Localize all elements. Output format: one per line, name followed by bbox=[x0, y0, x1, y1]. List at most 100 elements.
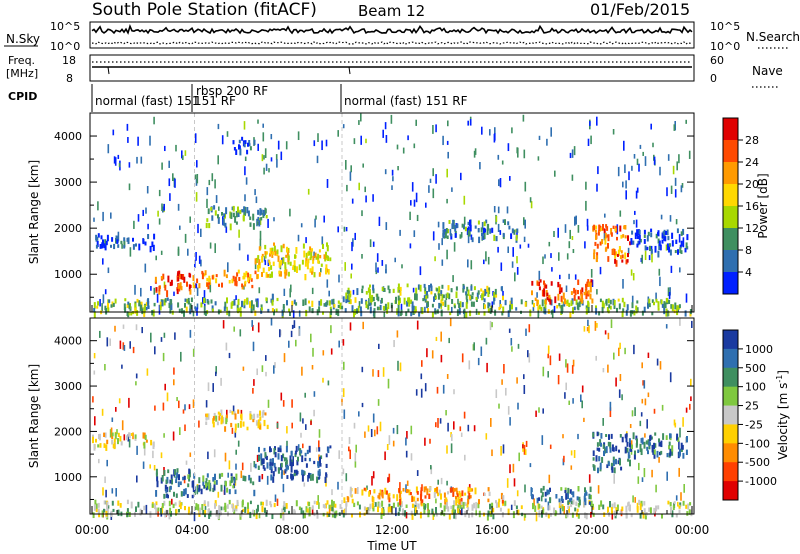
echo-cell-6 bbox=[244, 140, 247, 145]
scatter-cell bbox=[656, 358, 659, 366]
scatter-cell bbox=[345, 503, 347, 513]
echo-cell-9 bbox=[557, 293, 560, 301]
scatter-cell bbox=[157, 210, 159, 217]
echo-cell-4 bbox=[316, 476, 319, 484]
echo-cell-6 bbox=[420, 487, 423, 491]
echo-cell-0 bbox=[189, 308, 192, 315]
echo-cell-0 bbox=[328, 300, 331, 306]
echo-cell-6 bbox=[253, 139, 256, 146]
echo-cell-9 bbox=[541, 289, 544, 297]
echo-cell-0 bbox=[211, 308, 214, 313]
echo-cell-3 bbox=[221, 472, 224, 477]
echo-cell-0 bbox=[136, 310, 139, 316]
scatter-cell bbox=[113, 156, 116, 164]
x-tick-label: 00:00 bbox=[75, 523, 110, 537]
scatter-cell bbox=[274, 362, 276, 369]
echo-cell-2 bbox=[171, 478, 173, 485]
scatter-cell bbox=[672, 165, 675, 175]
echo-cell-11 bbox=[643, 229, 646, 235]
colorbar-block bbox=[723, 250, 738, 273]
echo-cell-0 bbox=[638, 499, 641, 506]
echo-cell-0 bbox=[585, 513, 588, 520]
echo-cell-9 bbox=[681, 444, 684, 450]
echo-cell-3 bbox=[244, 273, 247, 278]
echo-cell-0 bbox=[674, 302, 677, 310]
scatter-cell bbox=[209, 242, 212, 249]
scatter-cell bbox=[102, 487, 104, 496]
echo-cell-6 bbox=[408, 489, 411, 496]
scatter-cell bbox=[597, 485, 600, 494]
scatter-cell bbox=[562, 434, 564, 439]
echo-cell-3 bbox=[244, 281, 247, 287]
scatter-cell bbox=[483, 259, 485, 265]
echo-cell-2 bbox=[164, 284, 167, 291]
echo-cell-8 bbox=[448, 220, 451, 224]
echo-cell-11 bbox=[684, 247, 687, 253]
scatter-cell bbox=[581, 385, 584, 393]
echo-cell-0 bbox=[334, 503, 337, 508]
echo-cell-0 bbox=[403, 297, 406, 305]
scatter-cell bbox=[405, 512, 408, 519]
power-marks bbox=[93, 113, 692, 320]
echo-cell-0 bbox=[322, 504, 325, 508]
echo-cell-0 bbox=[643, 508, 646, 515]
scatter-cell bbox=[491, 322, 493, 328]
x-axis-label: Time UT bbox=[366, 539, 417, 553]
scatter-cell bbox=[289, 208, 291, 217]
echo-cell-2 bbox=[176, 468, 179, 473]
echo-cell-6 bbox=[246, 149, 249, 155]
echo-cell-0 bbox=[139, 508, 142, 516]
echo-cell-0 bbox=[492, 513, 495, 520]
echo-cell-0 bbox=[217, 513, 220, 520]
echo-cell-4 bbox=[289, 261, 292, 266]
scatter-cell bbox=[571, 236, 574, 241]
echo-cell-0 bbox=[106, 501, 109, 507]
scatter-cell bbox=[449, 318, 452, 327]
scatter-cell bbox=[669, 372, 672, 383]
echo-cell-0 bbox=[378, 306, 381, 311]
echo-cell-0 bbox=[141, 307, 144, 315]
scatter-cell bbox=[256, 368, 258, 376]
scatter-cell bbox=[495, 215, 498, 223]
scatter-cell bbox=[667, 287, 670, 297]
scatter-cell bbox=[507, 246, 509, 253]
scatter-cell bbox=[189, 329, 192, 338]
echo-cell-0 bbox=[237, 298, 240, 306]
scatter-cell bbox=[93, 353, 96, 359]
scatter-cell bbox=[618, 389, 621, 398]
echo-cell-10 bbox=[595, 234, 597, 240]
echo-cell-8 bbox=[516, 228, 519, 233]
echo-cell-0 bbox=[515, 307, 518, 311]
scatter-cell bbox=[470, 260, 473, 270]
scatter-cell bbox=[313, 140, 316, 147]
echo-cell-5 bbox=[252, 419, 255, 423]
scatter-cell bbox=[163, 332, 166, 338]
echo-cell-4 bbox=[269, 448, 272, 453]
echo-cell-7 bbox=[565, 493, 568, 500]
echo-cell-4 bbox=[272, 476, 275, 483]
echo-cell-0 bbox=[107, 505, 110, 509]
echo-cell-3 bbox=[212, 477, 215, 481]
echo-cell-2 bbox=[183, 475, 186, 480]
echo-cell-10 bbox=[594, 241, 597, 246]
echo-cell-7 bbox=[425, 295, 428, 300]
echo-cell-10 bbox=[594, 229, 597, 233]
echo-cell-7 bbox=[387, 285, 390, 290]
echo-cell-1 bbox=[144, 434, 147, 441]
echo-cell-0 bbox=[666, 310, 669, 317]
echo-cell-0 bbox=[568, 302, 571, 308]
scatter-cell bbox=[240, 470, 243, 479]
scatter-cell bbox=[279, 329, 281, 338]
echo-cell-1 bbox=[125, 435, 128, 441]
scatter-cell bbox=[346, 184, 348, 192]
echo-cell-8 bbox=[615, 445, 618, 452]
echo-cell-4 bbox=[277, 255, 280, 262]
scatter-cell bbox=[435, 422, 437, 428]
scatter-cell bbox=[590, 511, 592, 518]
echo-cell-5 bbox=[258, 425, 261, 430]
scatter-cell bbox=[179, 427, 181, 436]
echo-cell-0 bbox=[151, 310, 154, 316]
scatter-cell bbox=[665, 244, 668, 251]
scatter-cell bbox=[633, 220, 635, 225]
